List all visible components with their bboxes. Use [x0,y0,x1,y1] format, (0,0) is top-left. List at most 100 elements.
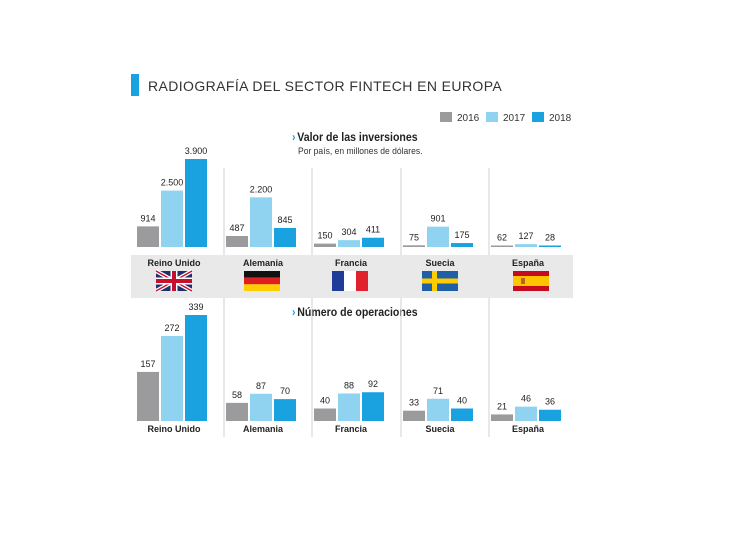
investment-value-label: 901 [430,214,445,224]
uk-flag [155,269,193,293]
operations-bar-2018 [539,409,561,421]
investment-bar-2018 [451,243,473,247]
operations-bar-2016 [314,408,336,421]
investment-bar-2017 [338,240,360,247]
investment-chart-subtitle: Por país, en millones de dólares. [298,146,423,157]
investment-value-label: 175 [454,230,469,240]
investment-bar-2018 [362,237,384,247]
operations-value-label: 40 [457,395,467,405]
operations-category-label: España [512,424,545,434]
operations-value-label: 71 [433,386,443,396]
operations-bar-2016 [491,414,513,421]
investment-value-label: 127 [518,231,533,241]
france-flag-stripe [332,271,344,291]
operations-value-label: 88 [344,380,354,390]
legend-swatch-2016 [440,112,452,122]
operations-category-label: Suecia [425,424,455,434]
france-flag [332,271,368,291]
operations-value-label: 33 [409,398,419,408]
investment-value-label: 28 [545,233,555,243]
page-title: RADIOGRAFÍA DEL SECTOR FINTECH EN EUROPA [148,78,503,94]
operations-bar-2017 [515,406,537,421]
investment-bar-2016 [403,245,425,247]
investment-value-label: 845 [277,215,292,225]
germany-flag-stripe [244,277,280,285]
germany-flag [244,271,280,291]
investment-title-text: Valor de las inversiones [297,130,418,144]
sweden-flag-cross [422,278,458,284]
operations-value-label: 339 [188,302,203,312]
investment-value-label: 75 [409,232,419,242]
investment-bar-2016 [226,236,248,247]
legend-label: 2018 [549,113,572,124]
investment-chart-title: › Valor de las inversiones [292,130,418,144]
legend-label: 2016 [457,113,480,124]
operations-bar-2017 [250,393,272,421]
investment-bar-2017 [515,244,537,247]
operations-value-label: 46 [521,394,531,404]
operations-bar-2018 [274,399,296,421]
germany-flag-stripe [244,284,280,291]
france-flag-stripe [356,271,368,291]
operations-value-label: 87 [256,381,266,391]
investment-value-label: 150 [317,231,332,241]
operations-bar-2018 [451,408,473,421]
investment-bar-2017 [161,190,183,247]
sweden-flag [422,271,458,291]
operations-value-label: 58 [232,390,242,400]
operations-value-label: 70 [280,386,290,396]
investment-bar-2016 [491,245,513,247]
investment-category-label: España [512,258,545,268]
investment-value-label: 914 [140,213,155,223]
investment-bar-2017 [250,197,272,247]
investment-bar-2018 [539,245,561,247]
legend-item-2017: 2017 [486,112,525,124]
operations-bar-2018 [362,392,384,421]
investment-value-label: 2.200 [250,184,273,194]
investment-value-label: 411 [366,225,380,235]
investment-bar-2018 [185,159,207,247]
operations-bar-2016 [137,371,159,421]
legend-label: 2017 [503,113,526,124]
operations-value-label: 92 [368,379,378,389]
operations-value-label: 40 [320,395,330,405]
investment-bar-2016 [137,226,159,247]
investment-category-label: Reino Unido [148,258,201,268]
spain-flag [513,271,549,291]
investment-bar-2018 [274,227,296,247]
operations-value-label: 272 [164,323,179,333]
spain-flag-stripe [513,276,549,286]
investment-value-label: 62 [497,233,507,243]
investment-value-label: 3.900 [185,146,208,156]
operations-bar-2016 [226,402,248,421]
chevron-right-icon: › [292,305,296,319]
operations-value-label: 36 [545,397,555,407]
title-accent-bar [131,74,139,96]
operations-category-label: Reino Unido [148,424,201,434]
investment-bar-2017 [427,226,449,247]
france-flag-stripe [344,271,356,291]
legend-item-2018: 2018 [532,112,571,124]
investment-category-label: Francia [335,258,368,268]
operations-chart-title: › Número de operaciones [292,305,418,319]
investment-bar-2016 [314,243,336,247]
operations-title-text: Número de operaciones [297,305,418,319]
investment-value-label: 2.500 [161,178,184,188]
investment-value-label: 304 [341,227,356,237]
operations-bar-2016 [403,410,425,421]
legend-swatch-2017 [486,112,498,122]
operations-category-label: Francia [335,424,368,434]
investment-category-label: Suecia [425,258,455,268]
legend-item-2016: 2016 [440,112,479,124]
legend-swatch-2018 [532,112,544,122]
chevron-right-icon: › [292,130,296,144]
germany-flag-stripe [244,271,280,278]
operations-bar-2017 [161,335,183,421]
operations-bar-2018 [185,315,207,421]
operations-bar-2017 [427,398,449,421]
operations-category-label: Alemania [243,424,284,434]
investment-category-label: Alemania [243,258,284,268]
operations-value-label: 21 [497,401,507,411]
operations-bar-2017 [338,393,360,421]
